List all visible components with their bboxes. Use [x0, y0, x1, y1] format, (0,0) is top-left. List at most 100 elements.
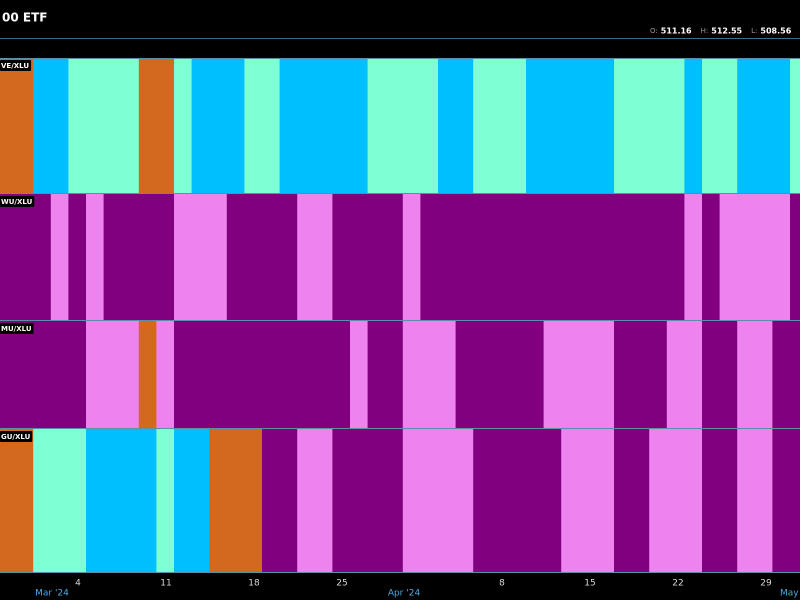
state-band: [33, 194, 52, 320]
ohlc-value: 511.16: [661, 27, 692, 36]
state-band: [666, 194, 685, 320]
state-band: [666, 58, 685, 193]
panel-label: MU/XLU: [1, 325, 32, 333]
state-band: [138, 321, 157, 428]
state-band: [191, 58, 210, 193]
state-band: [490, 321, 509, 428]
state-band: [86, 321, 104, 428]
state-band: [578, 429, 597, 572]
state-band: [174, 194, 192, 320]
state-band: [156, 429, 175, 572]
state-band: [350, 194, 368, 320]
state-band: [790, 321, 800, 428]
state-band: [631, 194, 650, 320]
panel-label-bg: [0, 196, 35, 207]
indicator-panel: MU/XLU: [0, 321, 800, 429]
state-band: [631, 58, 650, 193]
state-band: [121, 194, 140, 320]
state-band: [50, 194, 69, 320]
state-band: [508, 194, 527, 320]
state-band: [174, 58, 192, 193]
state-band: [209, 321, 228, 428]
state-band: [526, 58, 544, 193]
state-band: [578, 58, 597, 193]
state-band: [578, 321, 597, 428]
state-band: [737, 321, 756, 428]
state-band: [561, 429, 580, 572]
state-band: [33, 429, 52, 572]
state-band: [490, 58, 509, 193]
state-band: [473, 321, 492, 428]
state-band: [103, 58, 122, 193]
state-band: [473, 58, 492, 193]
state-band: [596, 58, 615, 193]
state-band: [649, 194, 668, 320]
state-band: [772, 429, 791, 572]
state-band: [649, 58, 668, 193]
ohlc-label: O:: [650, 27, 658, 35]
x-tick-label: 18: [248, 579, 260, 589]
state-band: [438, 58, 456, 193]
x-tick-label: 11: [160, 579, 171, 589]
state-band: [649, 429, 668, 572]
state-band: [684, 194, 703, 320]
state-band: [543, 321, 562, 428]
state-band: [402, 58, 421, 193]
state-band: [68, 429, 87, 572]
state-band: [455, 194, 474, 320]
state-band: [262, 429, 280, 572]
state-band: [473, 194, 492, 320]
state-band: [719, 321, 738, 428]
state-band: [191, 194, 210, 320]
state-band: [772, 194, 791, 320]
state-band: [279, 194, 298, 320]
state-band: [402, 429, 421, 572]
state-band: [543, 194, 562, 320]
state-band: [631, 429, 650, 572]
state-band: [367, 321, 386, 428]
state-band: [402, 194, 421, 320]
state-band: [121, 429, 140, 572]
indicator-panel: GU/XLU: [0, 429, 800, 573]
state-band: [279, 321, 298, 428]
state-band: [490, 429, 509, 572]
state-band: [702, 429, 720, 572]
state-band: [103, 194, 122, 320]
state-band: [702, 58, 720, 193]
state-band: [138, 429, 157, 572]
state-band: [614, 321, 632, 428]
x-tick-label: 22: [672, 579, 683, 589]
state-band: [244, 429, 263, 572]
state-band: [754, 58, 773, 193]
panel-label-bg: [0, 323, 34, 334]
state-band: [385, 194, 404, 320]
state-band: [33, 58, 52, 193]
state-band: [684, 429, 703, 572]
x-month-label: Apr '24: [388, 589, 421, 599]
state-band: [0, 429, 16, 572]
state-band: [420, 321, 439, 428]
state-band: [649, 321, 668, 428]
state-band: [702, 194, 720, 320]
x-tick-label: 4: [75, 579, 81, 589]
state-band: [438, 321, 456, 428]
state-band: [68, 58, 87, 193]
state-band: [350, 321, 368, 428]
state-band: [455, 429, 474, 572]
state-band: [737, 194, 756, 320]
state-band: [455, 321, 474, 428]
state-band: [332, 321, 351, 428]
state-band: [68, 321, 87, 428]
state-band: [526, 321, 544, 428]
state-band: [86, 58, 104, 193]
title: 00 ETF: [2, 11, 47, 25]
state-band: [385, 321, 404, 428]
state-band: [754, 194, 773, 320]
state-band: [666, 321, 685, 428]
state-band: [68, 194, 87, 320]
state-band: [209, 429, 228, 572]
state-band: [596, 194, 615, 320]
x-month-label: May '24: [780, 589, 800, 599]
state-band: [543, 429, 562, 572]
state-band: [790, 58, 800, 193]
